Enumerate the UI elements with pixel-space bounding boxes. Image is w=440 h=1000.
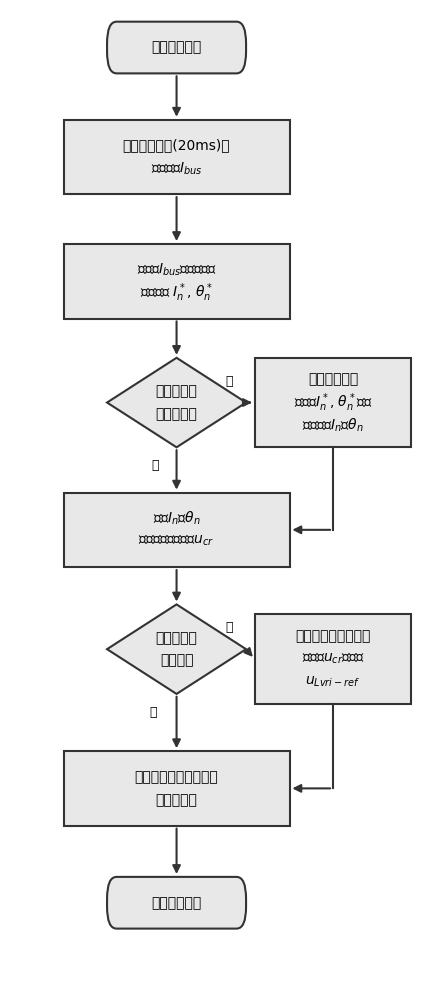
Text: 否: 否 (149, 706, 156, 719)
Text: 检测一个周期(20ms)的: 检测一个周期(20ms)的 (123, 138, 231, 152)
Text: 分解得到 $I_n^*$, $\theta_n^*$: 分解得到 $I_n^*$, $\theta_n^*$ (140, 281, 213, 304)
Text: 进行特殊模式中的修: 进行特殊模式中的修 (295, 629, 370, 643)
FancyBboxPatch shape (64, 493, 290, 567)
Text: 工作循环结束: 工作循环结束 (151, 896, 202, 910)
FancyBboxPatch shape (64, 120, 290, 194)
Text: 第一次检测: 第一次检测 (156, 407, 198, 421)
Text: 否: 否 (225, 375, 232, 388)
Text: 是: 是 (225, 621, 232, 634)
FancyBboxPatch shape (107, 877, 246, 929)
Text: 对应的$I_n^*$, $\theta_n^*$相加: 对应的$I_n^*$, $\theta_n^*$相加 (293, 391, 372, 414)
Text: 正，将$u_{cr}$优化为: 正，将$u_{cr}$优化为 (301, 652, 364, 666)
Text: 得到原始$I_n$，$\theta_n$: 得到原始$I_n$，$\theta_n$ (302, 417, 364, 434)
FancyBboxPatch shape (64, 244, 290, 319)
Polygon shape (107, 604, 246, 694)
FancyBboxPatch shape (255, 614, 411, 704)
FancyBboxPatch shape (64, 751, 290, 826)
Polygon shape (107, 358, 246, 447)
Text: 能力允许: 能力允许 (160, 654, 193, 668)
Text: 处理器运算: 处理器运算 (156, 631, 198, 645)
Text: 与上一个周期: 与上一个周期 (308, 373, 358, 387)
Text: $u_{Lvri-ref}$: $u_{Lvri-ref}$ (305, 675, 360, 689)
Text: 通过公式计算得到$u_{cr}$: 通过公式计算得到$u_{cr}$ (138, 534, 215, 548)
Text: 在计算完成的下一个周: 在计算完成的下一个周 (135, 770, 218, 784)
FancyBboxPatch shape (107, 22, 246, 73)
Text: 工作循环开始: 工作循环开始 (151, 41, 202, 55)
Text: 利用$I_n$，$\theta_n$: 利用$I_n$，$\theta_n$ (153, 510, 201, 527)
Text: 期开始调制: 期开始调制 (156, 793, 198, 807)
Text: 系统启动的: 系统启动的 (156, 384, 198, 398)
FancyBboxPatch shape (255, 358, 411, 447)
Text: 对当前$I_{bus}$进行傅里叶: 对当前$I_{bus}$进行傅里叶 (136, 262, 216, 278)
Text: 输入电流$I_{bus}$: 输入电流$I_{bus}$ (151, 160, 202, 177)
Text: 是: 是 (151, 459, 158, 472)
